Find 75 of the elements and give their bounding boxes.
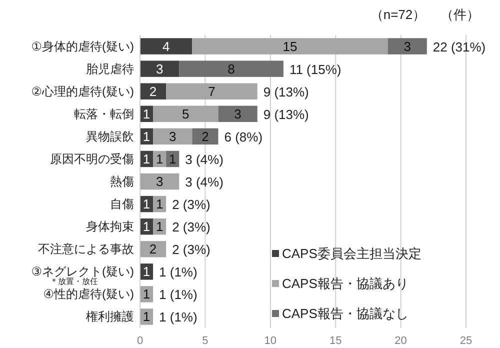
y-tick-label: 自傷 [110,197,134,212]
x-tick-label: 15 [329,335,342,347]
bar [140,83,166,100]
y-tick-label: 原因不明の受傷 [50,152,134,166]
data-label: 8 [228,61,235,76]
data-label: 1 [142,309,150,324]
x-tick-label: 25 [460,335,472,347]
y-tick-label: 胎児虐待 [86,62,134,76]
data-label: 15 [282,38,298,54]
legend-label: CAPS委員会主担当決定 [282,246,422,261]
data-label: 2 [202,128,209,144]
text: （n=72） [370,7,426,22]
data-label: 3 [156,174,164,189]
total-label: 22 (31%) [432,39,486,54]
bar [192,38,388,54]
x-tick-label: 5 [202,335,208,347]
data-label: 3 [168,128,176,144]
data-label: 1 [142,196,150,212]
total-label: 9 (13%) [263,84,309,100]
y-tick-label: 熱傷 [110,174,134,188]
data-label: 1 [156,196,164,212]
y-tick-label: 転落・転倒 [74,106,134,121]
data-label: 1 [156,151,164,166]
data-label: 2 [149,84,157,99]
total-label: 9 (13%) [263,106,309,122]
bar [140,60,180,77]
legend-label: CAPS報告・協議なし [282,306,408,321]
bar [192,128,218,145]
data-label: 3 [234,106,242,122]
data-label: 1 [142,264,150,280]
total-label: 11 (15%) [289,62,342,77]
text: ＊放置・放任 [50,276,98,286]
y-tick-label: 異物誤飲 [86,129,134,144]
y-tick-label: ①身体的虐待(疑い) [31,39,134,54]
y-tick-label: 身体拘束 [86,220,134,234]
data-label: 1 [168,151,176,166]
data-label: 5 [182,106,190,122]
bar [388,38,427,54]
total-label: 2 (3%) [172,220,210,235]
y-tick-label: 不注意による事故 [38,242,134,256]
bar [153,106,218,122]
bar [140,173,180,190]
data-label: 4 [162,38,170,54]
bar [166,83,258,100]
data-label: 2 [149,242,157,257]
total-label: 6 (8%) [224,129,263,144]
total-label: 3 (4%) [185,152,224,167]
text: （件） [440,7,480,22]
data-label: 3 [156,61,164,76]
bar [140,38,192,54]
total-label: 2 (3%) [172,242,210,258]
y-tick-label: ③ネグレクト(疑い) [31,264,134,279]
data-label: 1 [142,286,150,302]
total-label: 2 (3%) [172,197,210,212]
total-label: 3 (4%) [185,174,224,190]
x-tick-label: 20 [394,335,407,347]
y-tick-label: ②心理的虐待(疑い) [31,84,134,98]
data-label: 7 [208,84,216,99]
data-label: 1 [142,151,150,166]
legend-label: CAPS報告・協議あり [282,276,408,291]
x-tick-label: 0 [136,335,144,347]
data-label: 1 [142,128,150,144]
y-tick-label: 権利擁護 [86,310,134,324]
x-tick-label: 10 [264,335,277,347]
bar [218,106,258,122]
total-label: 1 (1%) [159,287,198,302]
y-tick-label: ④性的虐待(疑い) [43,287,134,302]
data-label: 3 [404,38,411,54]
data-label: 1 [156,219,164,234]
bar [179,60,284,77]
data-label: 1 [142,219,150,234]
total-label: 1 (1%) [159,310,198,325]
total-label: 1 (1%) [159,264,198,280]
bar [153,128,192,145]
data-label: 1 [142,106,150,122]
